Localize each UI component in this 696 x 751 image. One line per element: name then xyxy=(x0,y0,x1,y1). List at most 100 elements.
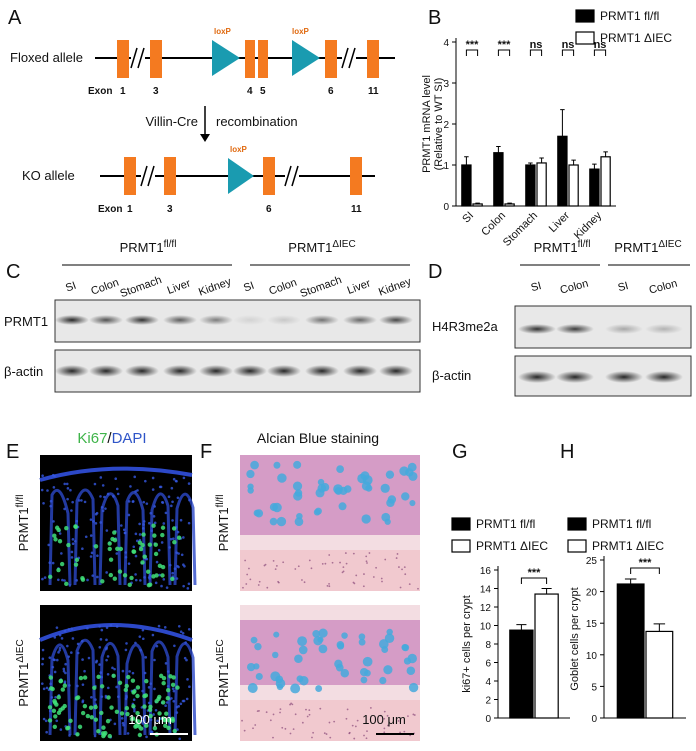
goblet-cell xyxy=(358,633,366,641)
ki67-cell xyxy=(88,705,94,710)
lane-label: Liver xyxy=(346,277,373,297)
ki67-cell xyxy=(93,704,98,710)
nucleus xyxy=(84,535,88,539)
nucleus xyxy=(289,732,292,735)
nucleus xyxy=(81,547,84,551)
goblet-cell xyxy=(380,483,390,493)
goblet-cell xyxy=(401,492,410,501)
nucleus xyxy=(171,571,175,575)
row-base: PRMT1 xyxy=(216,663,231,707)
nucleus xyxy=(81,683,85,686)
nucleus xyxy=(306,715,309,718)
lane-label: SI xyxy=(64,280,78,295)
nucleus xyxy=(151,633,155,637)
nucleus xyxy=(354,725,357,728)
nucleus xyxy=(408,583,411,586)
ki67-cell xyxy=(140,542,145,548)
row-sup: fl/fl xyxy=(15,495,26,508)
y-tick-label: 0 xyxy=(591,714,597,725)
nucleus xyxy=(76,684,79,688)
nucleus xyxy=(64,671,67,675)
nucleus xyxy=(57,651,60,654)
nucleus xyxy=(41,682,44,685)
ki67-cell xyxy=(166,725,171,731)
nucleus xyxy=(178,737,181,741)
nucleus xyxy=(363,573,365,575)
nucleus xyxy=(127,513,131,517)
crypt xyxy=(98,641,122,736)
ki67-cell xyxy=(144,723,149,728)
goblet-cell xyxy=(337,642,345,650)
nucleus xyxy=(98,625,101,628)
nucleus xyxy=(169,537,173,541)
crypt xyxy=(73,488,97,586)
ki67-cell xyxy=(92,685,97,690)
ki67-cell xyxy=(142,704,147,709)
ki67-cell xyxy=(52,533,57,538)
nucleus xyxy=(66,487,70,490)
ki67-cell xyxy=(124,683,129,689)
goblet-cell xyxy=(296,512,303,520)
ki67-cell xyxy=(48,574,53,580)
ki67-cell xyxy=(107,733,112,739)
nucleus xyxy=(68,734,71,737)
nucleus xyxy=(356,719,359,722)
lane-label: Colon xyxy=(267,277,298,298)
arrow-head xyxy=(200,134,210,142)
nucleus xyxy=(112,495,115,498)
nucleus xyxy=(41,577,44,581)
goblet-cell xyxy=(292,481,303,491)
band xyxy=(199,365,233,377)
bar xyxy=(557,135,568,207)
nucleus xyxy=(42,687,46,691)
panel-label: B xyxy=(428,7,441,29)
nucleus xyxy=(249,578,252,581)
error-bar xyxy=(516,624,527,631)
nucleus xyxy=(399,731,402,734)
nucleus xyxy=(106,672,110,676)
x-tick-label: Kidney xyxy=(572,209,605,242)
band xyxy=(267,315,301,325)
ki67-cell xyxy=(124,705,130,711)
nucleus xyxy=(67,628,71,631)
nucleus xyxy=(303,581,306,584)
nucleus xyxy=(160,501,164,504)
group-label: PRMT1ΔIEC xyxy=(288,239,355,255)
nucleus xyxy=(93,734,97,738)
ki67-cell xyxy=(80,577,86,582)
nucleus xyxy=(89,518,93,521)
nucleus xyxy=(93,482,97,486)
nucleus xyxy=(154,708,158,712)
nucleus xyxy=(144,656,148,659)
nucleus xyxy=(365,560,368,563)
nucleus xyxy=(75,519,79,523)
y-tick-label: 10 xyxy=(480,622,492,633)
nucleus xyxy=(387,724,389,727)
ki67-cell xyxy=(135,693,140,699)
nucleus xyxy=(113,667,116,671)
ki67-cell xyxy=(165,687,171,693)
bar xyxy=(568,164,579,207)
nucleus xyxy=(352,552,355,555)
nucleus xyxy=(176,564,179,568)
loxp xyxy=(228,158,254,194)
bar xyxy=(493,152,504,207)
nucleus xyxy=(105,529,109,532)
significance-label: *** xyxy=(528,567,542,579)
nucleus xyxy=(94,512,98,516)
ki67-cell xyxy=(125,711,130,717)
nucleus xyxy=(141,628,145,632)
goblet-cell xyxy=(360,471,370,481)
lane-label: Colon xyxy=(559,278,590,297)
ki67-cell xyxy=(68,718,73,724)
nucleus xyxy=(164,704,167,707)
ki67-cell xyxy=(145,569,151,574)
nucleus xyxy=(412,713,415,716)
ki67-cell xyxy=(138,546,144,552)
ki67-cell xyxy=(108,572,114,578)
nucleus xyxy=(177,705,180,708)
nucleus xyxy=(165,701,169,704)
nucleus xyxy=(365,555,368,558)
nucleus xyxy=(134,578,138,582)
